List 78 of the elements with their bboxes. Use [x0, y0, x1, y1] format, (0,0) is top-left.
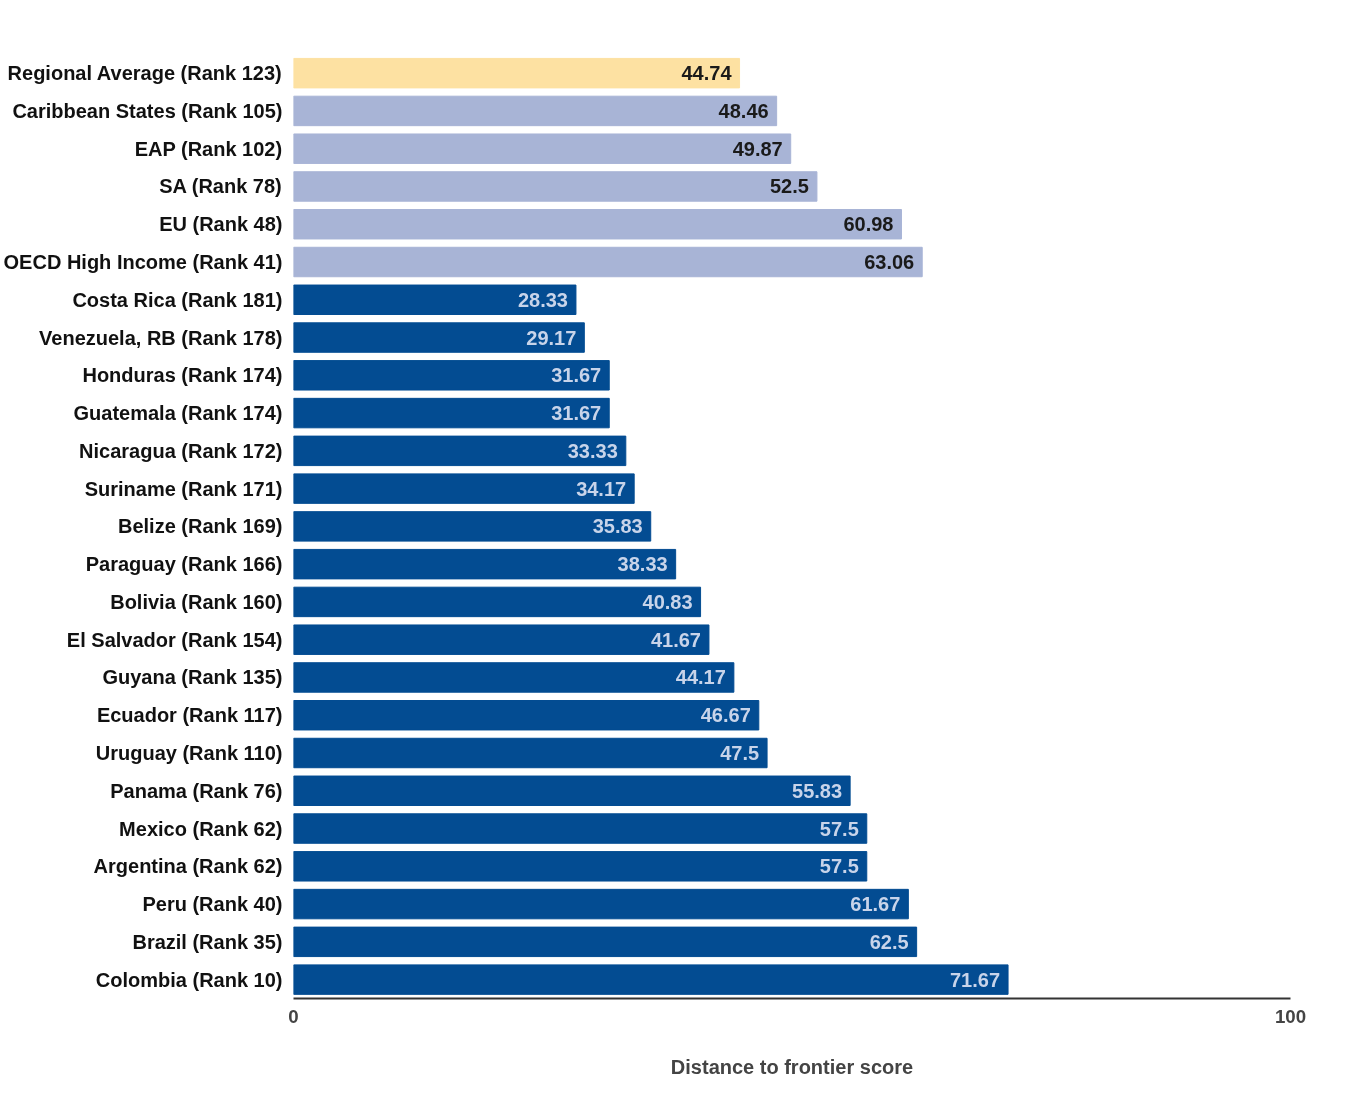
bar: [293, 322, 585, 353]
y-tick-label: EU (Rank 48): [159, 213, 283, 236]
data-label: 55.83: [792, 779, 843, 802]
data-label: 63.06: [864, 251, 915, 274]
y-tick-label: Colombia (Rank 10): [95, 968, 283, 991]
y-tick-label: Suriname (Rank 171): [84, 477, 283, 500]
bar: [293, 926, 918, 958]
data-label: 35.83: [592, 515, 643, 538]
data-label: 28.33: [517, 288, 568, 311]
bar: [293, 95, 778, 127]
bar: [293, 851, 868, 882]
y-tick-label: Nicaragua (Rank 172): [79, 439, 283, 462]
y-tick-label: Bolivia (Rank 160): [110, 590, 283, 613]
data-label: 49.87: [732, 137, 783, 160]
x-tick-label: 0: [288, 1005, 299, 1027]
bar: [293, 360, 610, 391]
y-tick-label: Regional Average (Rank 123): [7, 62, 282, 85]
y-tick-label: OECD High Income (Rank 41): [3, 251, 283, 274]
y-tick-label: Caribbean States (Rank 105): [12, 99, 283, 122]
data-label: 44.17: [675, 666, 726, 689]
y-tick-label: Honduras (Rank 174): [82, 364, 283, 387]
bar: [293, 586, 702, 618]
y-tick-label: Panama (Rank 76): [110, 779, 283, 802]
data-label: 29.17: [526, 326, 577, 349]
data-label: 34.17: [576, 477, 627, 500]
data-label: 52.5: [770, 175, 809, 198]
data-label: 46.67: [700, 704, 751, 727]
bar: [293, 209, 902, 240]
data-label: 48.46: [718, 99, 769, 122]
data-label: 47.5: [720, 742, 760, 764]
y-tick-label: Venezuela, RB (Rank 178): [39, 326, 283, 349]
y-tick-label: EAP (Rank 102): [134, 137, 283, 160]
data-label: 62.5: [869, 930, 909, 953]
bar: [293, 548, 677, 580]
bar: [293, 133, 792, 164]
data-label: 57.5: [819, 855, 859, 878]
data-label: 40.83: [642, 590, 693, 613]
data-label: 31.67: [551, 364, 602, 387]
y-tick-label: Peru (Rank 40): [142, 893, 283, 916]
y-tick-label: Belize (Rank 169): [117, 515, 283, 538]
bar: [293, 246, 923, 278]
bar: [293, 57, 741, 89]
y-tick-label: Guyana (Rank 135): [102, 666, 283, 689]
bar: [293, 775, 851, 806]
data-label: 61.67: [850, 893, 901, 916]
y-tick-label: Guatemala (Rank 174): [73, 402, 283, 425]
bar: [293, 888, 909, 920]
bar: [293, 662, 735, 693]
data-label: 44.74: [681, 62, 733, 85]
data-label: 57.5: [819, 817, 859, 840]
y-tick-label: Brazil (Rank 35): [132, 930, 283, 953]
data-label: 38.33: [617, 553, 668, 576]
bar: [293, 171, 818, 202]
y-tick-label: Ecuador (Rank 117): [96, 704, 283, 727]
data-label: 33.33: [567, 439, 618, 462]
bar: [293, 511, 652, 542]
y-tick-label: SA (Rank 78): [159, 175, 282, 198]
bar: [293, 284, 577, 315]
y-tick-label: Mexico (Rank 62): [119, 817, 283, 840]
x-tick-label: 100: [1274, 1005, 1307, 1027]
y-tick-label: El Salvador (Rank 154): [66, 628, 283, 651]
y-tick-label: Uruguay (Rank 110): [95, 742, 283, 764]
bar: [293, 397, 610, 429]
data-label: 71.67: [950, 968, 1001, 991]
y-tick-label: Costa Rica (Rank 181): [72, 288, 283, 311]
bar: [293, 473, 635, 504]
x-axis-title: Distance to frontier score: [670, 1055, 914, 1078]
bar: [293, 624, 710, 655]
data-label: 31.67: [551, 402, 602, 425]
bar: [293, 435, 627, 467]
data-label: 41.67: [650, 628, 701, 651]
y-tick-label: Paraguay (Rank 166): [85, 553, 283, 576]
bar: [293, 737, 768, 769]
y-tick-label: Argentina (Rank 62): [93, 855, 283, 878]
bar: [293, 700, 760, 731]
bar: [293, 813, 868, 844]
data-label: 60.98: [843, 213, 894, 236]
bar: [293, 964, 1009, 995]
